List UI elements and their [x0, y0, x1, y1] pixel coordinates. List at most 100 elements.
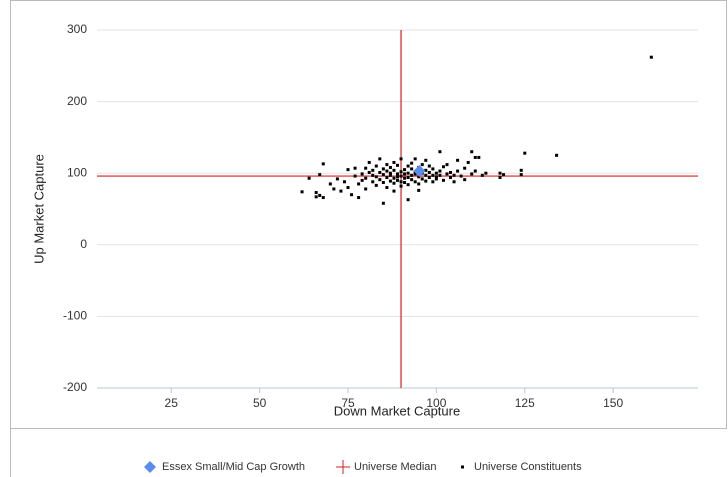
constituent-point: [399, 180, 403, 184]
constituent-point: [314, 195, 318, 199]
constituent-point: [417, 188, 421, 192]
constituent-point: [378, 170, 382, 174]
constituent-point: [473, 169, 477, 173]
constituent-point: [406, 164, 410, 168]
constituent-point: [445, 163, 449, 167]
constituent-point: [452, 180, 456, 184]
constituent-point: [378, 178, 382, 182]
constituent-point: [410, 178, 414, 182]
y-tick-label: 300: [67, 22, 87, 36]
constituent-point: [424, 168, 428, 172]
legend: Essex Small/Mid Cap Growth Universe Media…: [144, 460, 582, 474]
y-tick-label: -200: [63, 380, 87, 394]
fund-point: [413, 165, 426, 178]
constituent-point: [381, 173, 385, 177]
constituent-point: [374, 164, 378, 168]
constituent-point: [456, 169, 460, 173]
constituent-point: [300, 190, 304, 194]
constituent-point: [431, 173, 435, 177]
legend-label: Universe Constituents: [474, 461, 582, 473]
constituent-point: [649, 55, 653, 59]
constituent-point: [396, 172, 399, 176]
constituent-point: [406, 198, 410, 202]
constituent-point: [321, 162, 325, 166]
constituent-point: [449, 175, 453, 179]
constituent-point: [381, 167, 385, 171]
constituent-point: [456, 158, 460, 162]
constituent-point: [424, 158, 428, 162]
constituent-point: [406, 183, 410, 187]
constituent-point: [406, 171, 410, 175]
y-tick-label: 100: [67, 165, 87, 179]
constituent-point: [438, 173, 442, 177]
constituent-point: [406, 175, 410, 179]
x-tick-label: 50: [253, 396, 267, 410]
constituent-point: [367, 160, 371, 164]
legend-label: Universe Median: [354, 461, 437, 473]
constituent-point: [314, 191, 318, 195]
constituent-point: [410, 161, 414, 165]
constituent-point: [399, 157, 403, 161]
constituent-point: [353, 174, 357, 178]
constituent-point: [374, 175, 378, 179]
constituent-point: [392, 160, 396, 164]
constituent-point: [434, 175, 438, 179]
constituent-point: [367, 170, 371, 174]
constituent-point: [346, 186, 350, 190]
constituent-point: [364, 187, 368, 191]
constituent-point: [371, 180, 375, 184]
constituent-point: [396, 163, 399, 167]
legend-square: [461, 465, 464, 469]
constituent-point: [342, 180, 346, 184]
constituent-point: [555, 153, 559, 157]
constituent-point: [417, 182, 421, 186]
constituent-point: [434, 171, 438, 175]
constituent-point: [424, 173, 428, 177]
constituent-point: [399, 170, 403, 174]
constituent-point: [332, 187, 336, 191]
constituent-point: [360, 178, 364, 182]
constituent-point: [399, 184, 403, 188]
constituent-point: [449, 170, 453, 174]
constituent-point: [502, 173, 506, 177]
constituent-point: [339, 189, 343, 193]
chart-frame: [10, 0, 727, 429]
legend-label: Essex Small/Mid Cap Growth: [162, 461, 305, 473]
constituent-point: [427, 170, 431, 174]
constituent-point: [403, 168, 407, 172]
constituent-point: [318, 193, 322, 197]
constituent-point: [385, 186, 389, 190]
constituent-point: [410, 167, 414, 171]
constituent-point: [498, 175, 502, 179]
constituent-point: [321, 196, 325, 200]
constituent-point: [431, 180, 435, 184]
constituent-point: [378, 157, 382, 161]
constituent-point: [385, 175, 389, 179]
constituent-point: [434, 177, 438, 181]
constituent-point: [385, 163, 389, 167]
constituent-point: [381, 201, 385, 205]
constituent-point: [396, 175, 399, 179]
constituent-point: [420, 163, 424, 167]
constituent-point: [381, 181, 385, 185]
constituent-point: [392, 168, 396, 172]
constituent-point: [417, 175, 421, 179]
constituent-point: [392, 189, 396, 193]
constituent-point: [360, 172, 364, 176]
constituent-point: [388, 165, 392, 169]
constituent-point: [364, 176, 368, 180]
constituent-point: [357, 196, 361, 200]
constituent-point: [371, 168, 375, 172]
constituent-point: [388, 171, 392, 175]
constituent-point: [498, 171, 502, 175]
constituent-point: [441, 165, 445, 169]
constituent-point: [388, 173, 392, 177]
constituent-point: [371, 173, 375, 177]
constituent-point: [413, 172, 417, 176]
constituent-point: [452, 173, 456, 177]
constituent-point: [470, 172, 474, 176]
constituent-point: [477, 155, 481, 159]
constituent-point: [410, 173, 414, 177]
y-axis-title: Up Market Capture: [31, 154, 46, 264]
